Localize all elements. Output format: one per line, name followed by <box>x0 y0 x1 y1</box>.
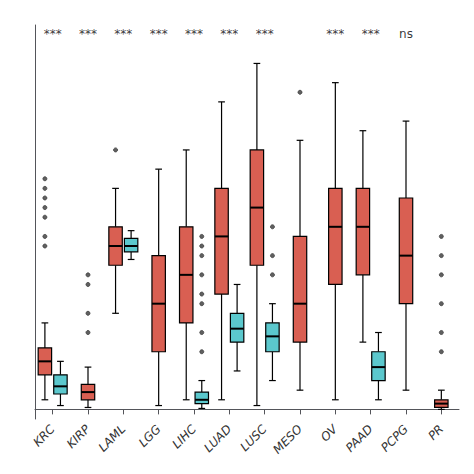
svg-text:***: *** <box>326 27 344 41</box>
svg-text:***: *** <box>185 27 203 41</box>
svg-text:ns: ns <box>399 27 413 41</box>
svg-text:PAAD: PAAD <box>343 422 376 455</box>
svg-text:PR: PR <box>425 422 446 443</box>
svg-text:LUSC: LUSC <box>237 422 270 455</box>
svg-text:LGG: LGG <box>136 422 164 450</box>
svg-text:LAML: LAML <box>96 422 128 454</box>
svg-text:LUAD: LUAD <box>201 422 234 455</box>
svg-text:LIHC: LIHC <box>170 422 200 452</box>
svg-text:MESO: MESO <box>270 422 305 457</box>
svg-text:***: *** <box>44 27 62 41</box>
svg-text:***: *** <box>362 27 380 41</box>
svg-text:***: *** <box>79 27 97 41</box>
svg-text:***: *** <box>150 27 168 41</box>
svg-text:KIRP: KIRP <box>64 422 94 452</box>
svg-text:***: *** <box>220 27 238 41</box>
svg-text:PCPG: PCPG <box>378 422 411 455</box>
svg-text:KRC: KRC <box>30 422 58 450</box>
svg-text:OV: OV <box>318 421 341 444</box>
svg-text:***: *** <box>256 27 274 41</box>
svg-text:***: *** <box>114 27 132 41</box>
